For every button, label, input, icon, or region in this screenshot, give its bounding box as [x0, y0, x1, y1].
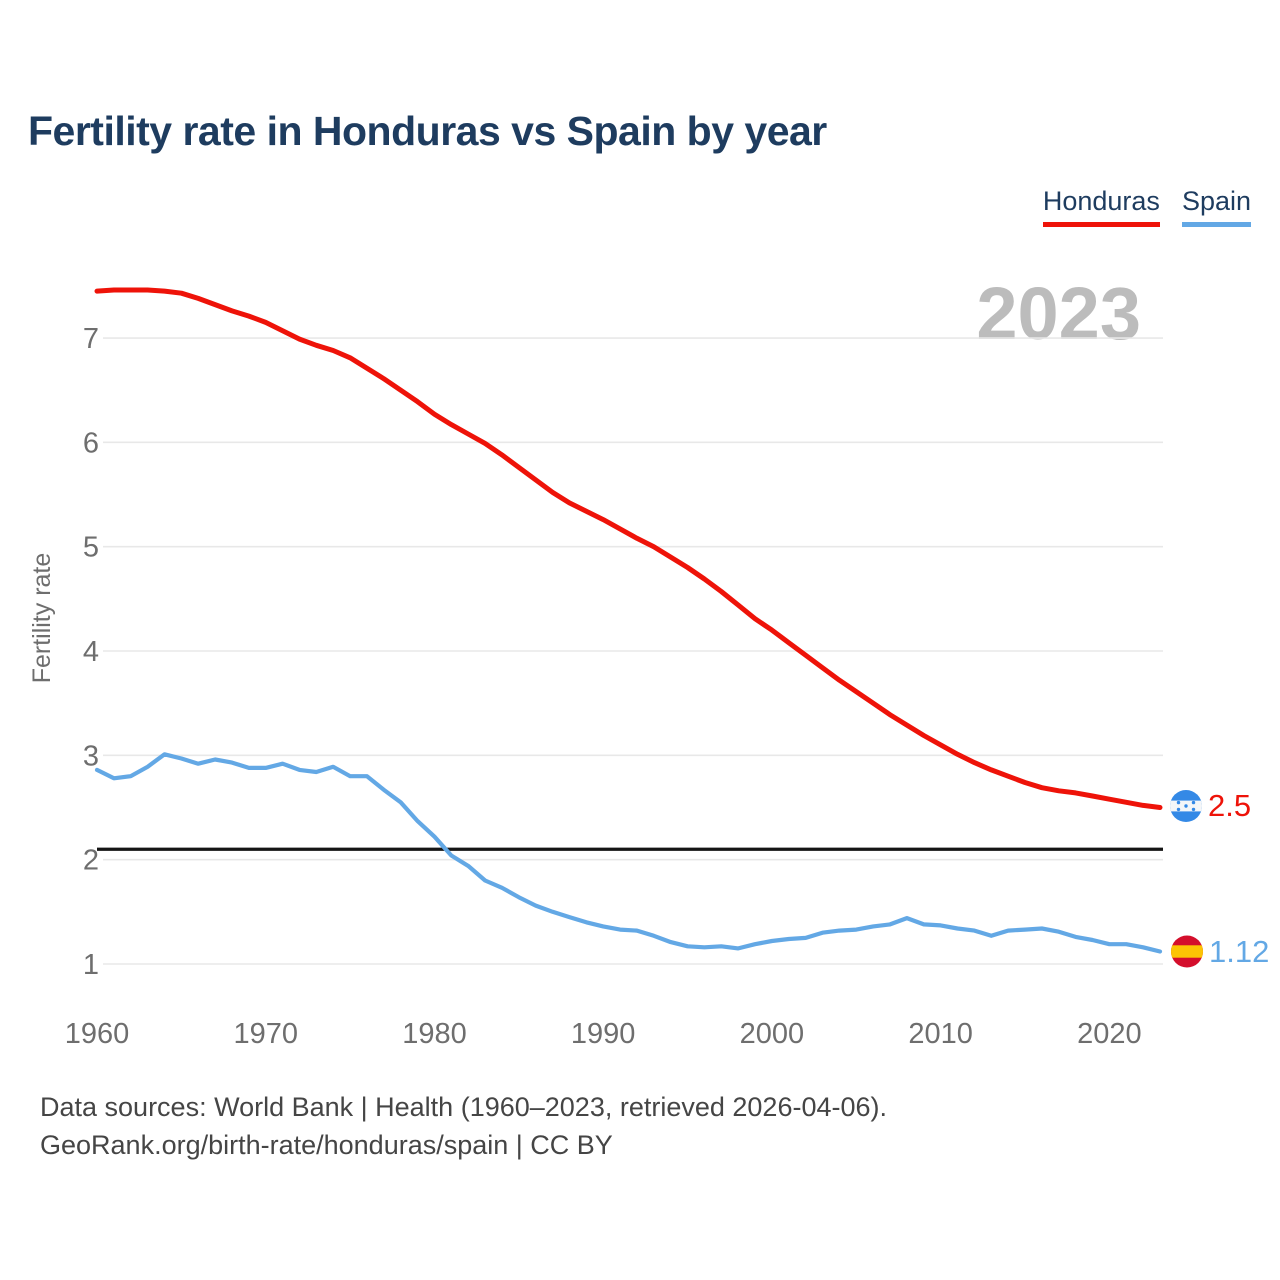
spain-line: [94, 752, 1163, 954]
y-tick-label: 1: [83, 949, 99, 981]
watermark-year: 2023: [976, 272, 1141, 355]
x-tick-label: 1990: [571, 1018, 636, 1050]
footer-attribution: Data sources: World Bank | Health (1960–…: [40, 1088, 887, 1164]
y-tick-label: 4: [83, 636, 99, 668]
y-tick-label: 7: [83, 323, 99, 355]
spain-end-value: 1.12: [1209, 934, 1269, 969]
y-tick-label: 5: [83, 532, 99, 564]
legend-item-honduras[interactable]: Honduras: [1042, 186, 1160, 227]
footer-link: GeoRank.org/birth-rate/honduras/spain | …: [40, 1130, 613, 1160]
honduras-flag-icon: [1170, 790, 1202, 822]
y-axis-title: Fertility rate: [28, 553, 56, 684]
x-tick-label: 2000: [740, 1018, 805, 1050]
y-tick-label: 2: [83, 845, 99, 877]
x-tick-label: 2010: [908, 1018, 973, 1050]
honduras-line: [94, 287, 1163, 810]
x-axis-tick-labels: 1960 1970 1980 1990 2000 2010 2020: [65, 1018, 1142, 1050]
x-tick-label: 1970: [233, 1018, 298, 1050]
y-tick-label: 6: [83, 427, 99, 459]
x-tick-label: 1960: [65, 1018, 130, 1050]
y-axis-tick-labels: 1 2 3 4 5 6 7: [83, 323, 99, 981]
spain-flag-icon: [1171, 935, 1203, 968]
gridlines: [103, 337, 1163, 965]
x-tick-label: 2020: [1077, 1018, 1142, 1050]
series-lines: [94, 287, 1163, 954]
y-tick-label: 3: [83, 740, 99, 772]
legend-item-spain[interactable]: Spain: [1181, 186, 1251, 227]
legend: Honduras Spain: [1042, 186, 1251, 227]
footer-data-sources: Data sources: World Bank | Health (1960–…: [40, 1092, 887, 1122]
x-tick-label: 1980: [402, 1018, 467, 1050]
page-title: Fertility rate in Honduras vs Spain by y…: [28, 108, 827, 154]
honduras-end-value: 2.5: [1208, 788, 1251, 823]
